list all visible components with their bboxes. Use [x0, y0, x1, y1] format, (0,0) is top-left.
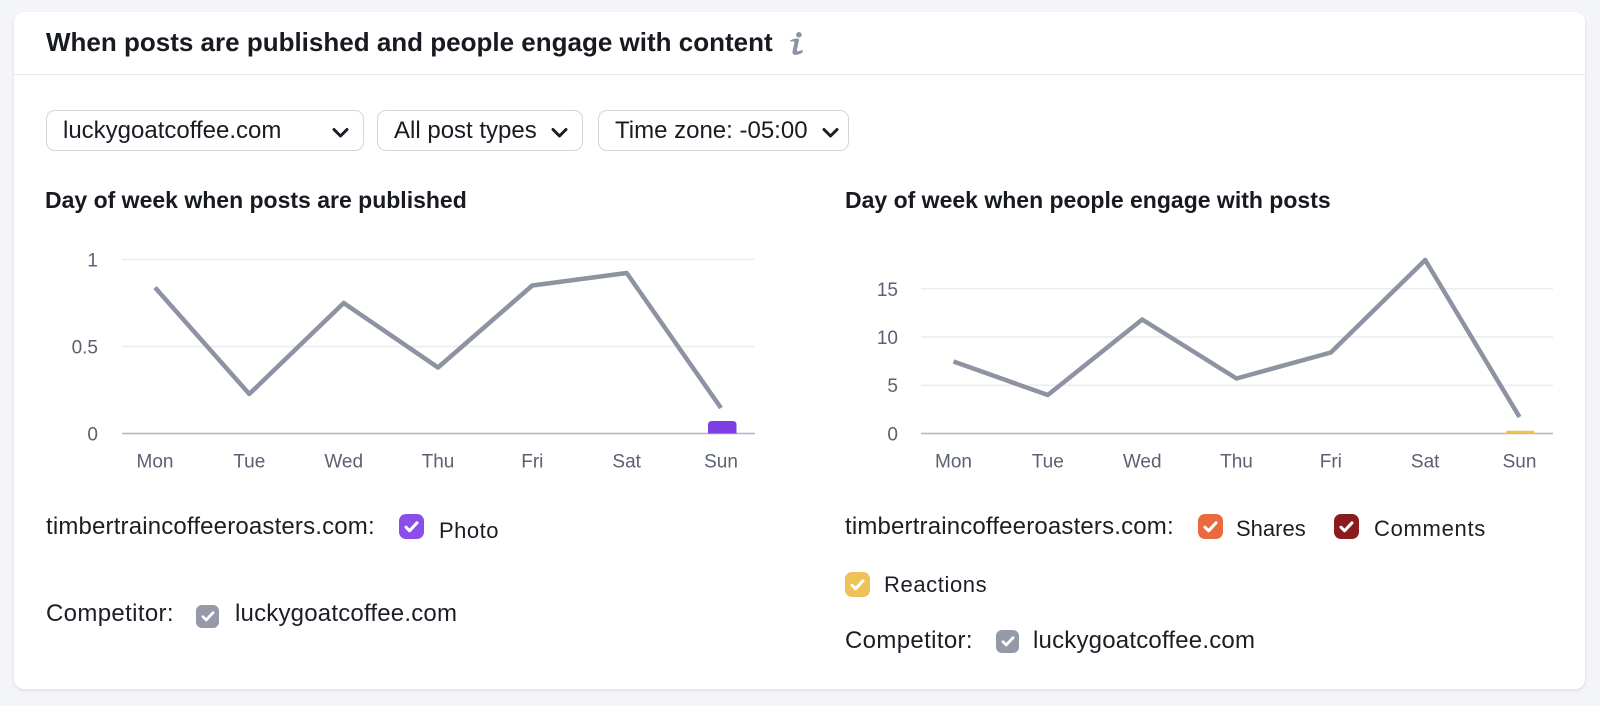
svg-text:Thu: Thu	[422, 452, 455, 473]
svg-text:Tue: Tue	[1032, 452, 1064, 473]
svg-text:Mon: Mon	[137, 452, 174, 473]
svg-text:Fri: Fri	[1320, 452, 1342, 473]
svg-text:Fri: Fri	[521, 452, 543, 473]
svg-text:Wed: Wed	[324, 452, 363, 473]
svg-text:0: 0	[887, 425, 898, 446]
svg-text:10: 10	[877, 328, 898, 349]
svg-text:Mon: Mon	[935, 452, 972, 473]
svg-text:0: 0	[87, 425, 98, 446]
svg-text:15: 15	[877, 280, 898, 301]
svg-text:5: 5	[887, 376, 898, 397]
svg-text:Sun: Sun	[1503, 452, 1537, 473]
svg-text:Sat: Sat	[1411, 452, 1440, 473]
svg-text:1: 1	[87, 251, 98, 272]
svg-text:Sat: Sat	[612, 452, 641, 473]
svg-text:0.5: 0.5	[72, 338, 98, 359]
svg-text:Wed: Wed	[1123, 452, 1162, 473]
svg-text:Tue: Tue	[233, 452, 265, 473]
svg-text:Sun: Sun	[704, 452, 738, 473]
svg-text:Thu: Thu	[1220, 452, 1253, 473]
